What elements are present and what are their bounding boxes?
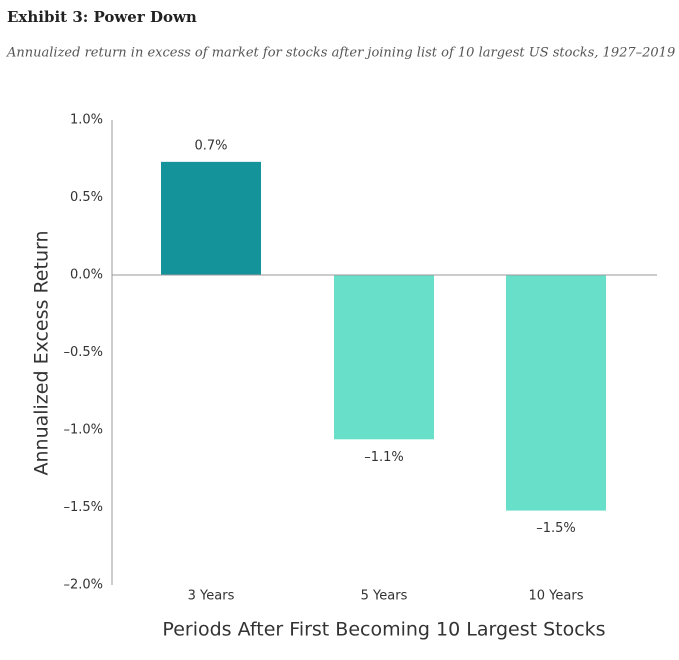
bar	[161, 161, 261, 275]
y-tick-label: –0.5%	[63, 345, 103, 360]
value-label: –1.5%	[536, 521, 576, 536]
x-axis-label: Periods After First Becoming 10 Largest …	[162, 619, 605, 641]
x-tick-label: 10 Years	[529, 589, 584, 604]
bar	[334, 275, 434, 440]
y-tick-label: –2.0%	[63, 578, 103, 593]
y-tick-label: 1.0%	[70, 113, 103, 128]
bar	[506, 275, 606, 511]
y-tick-label: –1.5%	[63, 500, 103, 515]
value-label: 0.7%	[194, 138, 227, 153]
value-label: –1.1%	[364, 450, 404, 465]
y-tick-label: 0.0%	[70, 268, 103, 283]
x-tick-label: 5 Years	[361, 589, 408, 604]
y-axis-label: Annualized Excess Return	[31, 230, 53, 475]
chart-subtitle: Annualized return in excess of market fo…	[6, 46, 675, 61]
x-tick-label: 3 Years	[188, 589, 235, 604]
y-tick-label: –1.0%	[63, 423, 103, 438]
chart-title: Exhibit 3: Power Down	[7, 8, 197, 26]
y-tick-label: 0.5%	[70, 190, 103, 205]
